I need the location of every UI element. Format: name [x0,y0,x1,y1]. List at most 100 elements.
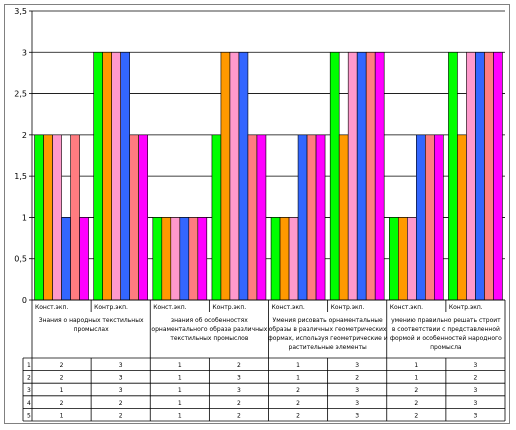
bar [279,217,290,301]
y-tick-label: 3 [22,48,27,57]
table-row-label: 2 [27,375,31,382]
table-cell: 2 [119,400,123,407]
bar [120,51,130,301]
category-group-label: формой и особенностей народного [390,335,502,342]
table-cell: 2 [414,387,418,394]
table-cell: 2 [296,387,300,394]
table-cell: 1 [296,375,300,382]
table-cell: 3 [237,375,241,382]
chart-frame: 0 0,5 1 1,5 2 2,5 3 3,5 Конст.экп. Контр.экп. Конс… [4,4,510,424]
table-row-label: 3 [27,387,31,394]
bar [493,51,503,301]
table-cell: 3 [119,387,123,394]
table-cell: 3 [119,375,123,382]
y-tick-label: 1 [22,213,27,222]
table-cell: 2 [414,400,418,407]
table-cell: 1 [178,400,182,407]
bar [457,134,467,301]
table-cell: 3 [119,362,123,369]
bar [79,217,89,301]
table-cell: 2 [296,412,300,419]
table-row-label: 4 [27,400,31,407]
bar [188,217,199,301]
bar [138,134,148,301]
category-group-label: растительные элементы [289,344,367,351]
category-phase-label: Конст.экп. [153,304,186,311]
table-cell: 1 [178,362,182,369]
y-tick-label: 2 [22,131,27,140]
table-cell: 2 [355,375,359,382]
bar [43,134,53,301]
table-cell: 1 [178,375,182,382]
bar [52,134,62,301]
table-cell: 1 [414,362,418,369]
table-cell: 3 [474,412,478,419]
bar-chart: 0 0,5 1 1,5 2 2,5 3 3,5 Конст.экп. Контр.экп. Конс… [14,7,506,422]
category-phase-label: Контр.экп. [449,304,483,311]
bar [270,217,281,301]
bar [256,134,267,301]
bar [347,51,358,301]
bar [484,51,494,301]
bar [161,217,172,301]
category-phase-label: Конст.экп. [390,304,423,311]
bar [238,51,249,301]
category-group-label: текстильных промыслов [170,335,248,342]
category-group-label: Знания о народных текстильных [39,317,144,324]
bar [425,134,435,301]
bar [70,134,80,301]
table-cell: 3 [355,400,359,407]
bar [338,134,349,301]
bar [374,51,385,301]
bar [365,51,376,301]
table-cell: 1 [60,412,64,419]
bar [329,51,340,301]
table-cell: 2 [296,400,300,407]
table-cell: 3 [474,362,478,369]
table-cell: 2 [237,362,241,369]
bar [466,51,476,301]
table-cell: 1 [414,375,418,382]
bar [306,134,317,301]
bar [475,51,485,301]
bar [434,134,444,301]
category-group-label: в соответствии с представленной [392,326,500,333]
table-cell: 3 [237,387,241,394]
bar [197,217,208,301]
category-group-label: знания об особенностях [171,317,248,324]
table-cell: 1 [60,387,64,394]
category-group-label: умению правильно решать строит [391,317,501,324]
y-tick-label: 0,5 [14,255,27,264]
bar [315,134,326,301]
bar [152,217,163,301]
table-cell: 3 [355,387,359,394]
table-cell: 2 [237,400,241,407]
table-cell: 2 [119,412,123,419]
bar [229,51,240,301]
table-cell: 2 [414,412,418,419]
category-group-label: образы в различных геометрических [269,326,387,333]
table-cell: 3 [474,400,478,407]
bar [111,51,121,301]
bar [211,134,222,301]
bar [129,134,139,301]
bar [34,134,44,301]
category-phase-label: Конст.экп. [272,304,305,311]
table-cell: 1 [178,387,182,394]
y-tick-label: 0 [22,296,27,305]
category-phase-label: Контр.экп. [94,304,128,311]
category-group-label: Умения рисовать орнаментальные [273,317,383,324]
bar [356,51,367,301]
bar [398,217,408,301]
bar [179,217,190,301]
category-phase-label: Контр.экп. [212,304,246,311]
bar [247,134,258,301]
table-cell: 2 [60,400,64,407]
category-group-label: орнаментального образа различных [151,326,267,333]
table-row-label: 5 [27,412,31,419]
bar [288,217,299,301]
bar [407,217,417,301]
bar [416,134,426,301]
y-tick-label: 3,5 [14,7,27,16]
y-tick-label: 2,5 [14,90,27,99]
